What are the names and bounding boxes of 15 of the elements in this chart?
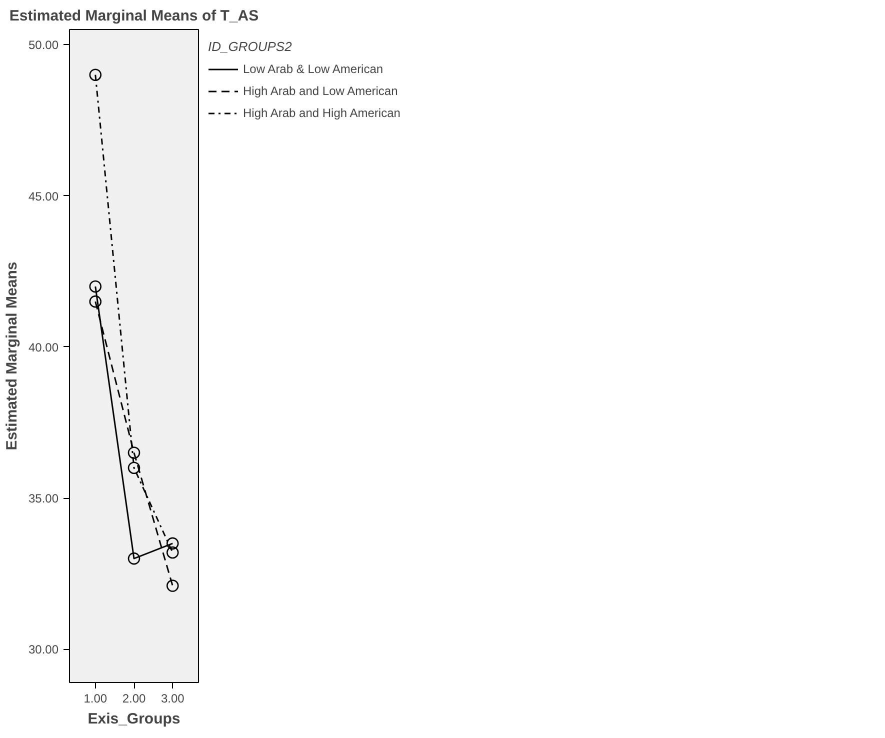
x-tick-label: 2.00 [122,692,146,706]
legend-label: Low Arab & Low American [243,62,384,76]
y-tick-label: 50.00 [28,38,59,52]
x-tick-label: 3.00 [160,692,185,706]
y-tick-label: 40.00 [28,340,59,354]
y-tick-label: 45.00 [28,189,59,204]
x-tick-label: 1.00 [84,692,108,706]
y-tick-label: 30.00 [28,642,59,657]
chart-title: Estimated Marginal Means of T_AS [9,8,259,24]
x-axis-title: Exis_Groups [88,710,180,728]
y-tick-label: 35.00 [28,492,59,506]
legend-label: High Arab and High American [243,106,400,120]
y-axis-title: Estimated Marginal Means [3,262,20,450]
legend-title: ID_GROUPS2 [208,39,293,54]
legend-label: High Arab and Low American [243,84,398,98]
